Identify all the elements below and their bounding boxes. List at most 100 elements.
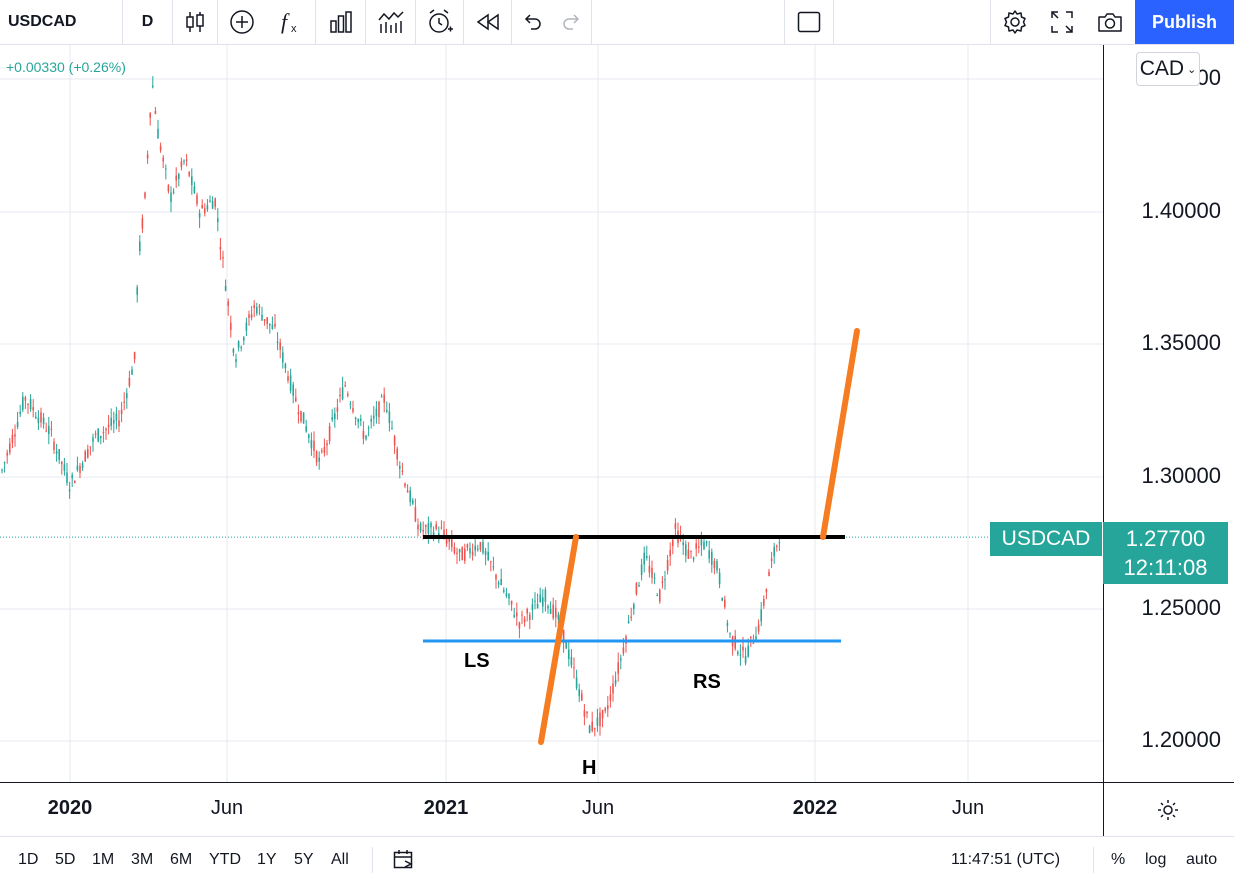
clock-time[interactable]: 11:47:51 (UTC) <box>951 851 1061 868</box>
go-to-date-icon[interactable] <box>393 849 415 871</box>
candle-body <box>271 324 274 329</box>
percent-toggle[interactable]: % <box>1111 851 1126 868</box>
publish-button[interactable]: Publish <box>1135 0 1234 44</box>
candle-body <box>695 543 697 549</box>
bottom-toolbar: 1D 5D 1M 3M 6M YTD 1Y 5Y All 11:47:51 (U… <box>0 836 1234 883</box>
candle-body <box>461 547 463 561</box>
auto-toggle[interactable]: auto <box>1186 851 1218 868</box>
candle-body <box>380 396 383 398</box>
candle-body <box>690 550 692 552</box>
candle-body <box>568 649 570 660</box>
candle-body <box>81 463 84 468</box>
candle-body <box>755 636 757 640</box>
candle-body <box>6 452 8 456</box>
candle-body <box>386 410 388 412</box>
chart-pane[interactable] <box>0 45 1103 782</box>
candle-body <box>638 585 640 587</box>
candle-body <box>471 551 474 556</box>
range-3m[interactable]: 3M <box>131 851 154 868</box>
candle-body <box>539 594 541 602</box>
candle-body <box>263 319 266 321</box>
candle-body <box>308 434 310 438</box>
snapshot-button[interactable] <box>1086 0 1134 44</box>
candle-body <box>370 419 372 422</box>
candle-body <box>646 556 648 559</box>
candle-body <box>170 192 172 202</box>
candle-body <box>321 450 323 452</box>
candle-body <box>661 581 664 584</box>
axis-settings-icon[interactable] <box>1157 799 1179 821</box>
symbol-tag: USDCAD <box>990 522 1102 556</box>
range-1y[interactable]: 1Y <box>257 851 277 868</box>
chart-type-button[interactable] <box>173 0 218 44</box>
candle-body <box>747 645 749 657</box>
fullscreen-button[interactable] <box>1038 0 1086 44</box>
undo-icon <box>524 14 541 30</box>
replay-button[interactable] <box>464 0 512 44</box>
redo-button[interactable] <box>552 0 592 44</box>
settings-button[interactable] <box>990 0 1038 44</box>
compare-button[interactable] <box>366 0 416 44</box>
candle-body <box>243 337 245 341</box>
candle-body <box>474 545 476 551</box>
price-axis[interactable]: 1.450001.400001.350001.300001.250001.200… <box>1103 45 1234 782</box>
range-1d[interactable]: 1D <box>18 851 39 868</box>
candle-body <box>456 552 458 554</box>
candle-body <box>383 394 385 403</box>
candle-body <box>425 525 427 527</box>
candle-body <box>724 599 726 608</box>
log-toggle[interactable]: log <box>1145 851 1167 868</box>
symbol-label: USDCAD <box>8 13 77 30</box>
candle-body <box>53 441 55 451</box>
candle-body <box>435 524 437 529</box>
symbol-search-button[interactable]: USDCAD <box>0 0 123 44</box>
candle-body <box>726 622 729 626</box>
candle-body <box>703 541 705 550</box>
range-all[interactable]: All <box>331 851 349 868</box>
candle-body <box>448 538 450 542</box>
last-price-tag: 1.27700 12:11:08 <box>1103 522 1228 584</box>
candle-body <box>573 667 575 669</box>
range-5d[interactable]: 5D <box>55 851 76 868</box>
undo-button[interactable] <box>512 0 552 44</box>
candle-body <box>705 541 708 544</box>
candle-body <box>32 407 34 411</box>
replay-icon <box>476 13 499 31</box>
candle-body <box>19 411 21 415</box>
range-5y[interactable]: 5Y <box>294 851 314 868</box>
candle-body <box>172 191 175 193</box>
candle-body <box>224 286 227 291</box>
candle-body <box>209 200 211 202</box>
financials-button[interactable] <box>316 0 366 44</box>
time-axis[interactable]: 2020 Jun 2021 Jun 2022 Jun <box>0 782 1234 837</box>
candle-body <box>687 549 690 559</box>
candle-body <box>237 341 240 348</box>
range-6m[interactable]: 6M <box>170 851 193 868</box>
candle-body <box>716 561 718 571</box>
range-ytd[interactable]: YTD <box>209 851 241 868</box>
interval-button[interactable]: D <box>123 0 173 44</box>
bar-chart-icon <box>329 11 352 33</box>
candle-body <box>14 434 16 437</box>
candle-body <box>105 428 107 431</box>
range-1m[interactable]: 1M <box>92 851 115 868</box>
candle-body <box>266 317 268 324</box>
candle-body <box>607 705 609 710</box>
candle-body <box>61 461 63 465</box>
alert-button[interactable] <box>416 0 464 44</box>
price-chart[interactable] <box>0 45 1103 782</box>
currency-button[interactable]: CAD ⌄ <box>1136 52 1200 86</box>
candle-body <box>360 418 362 421</box>
candle-body <box>609 694 612 701</box>
candle-body <box>55 451 58 454</box>
candle-body <box>144 192 146 198</box>
candle-body <box>300 410 302 422</box>
add-indicator-button[interactable] <box>218 0 266 44</box>
candle-body <box>406 490 409 493</box>
candle-body <box>620 658 622 661</box>
layout-button[interactable] <box>784 0 834 44</box>
candle-body <box>669 549 671 557</box>
candle-body <box>750 636 752 639</box>
